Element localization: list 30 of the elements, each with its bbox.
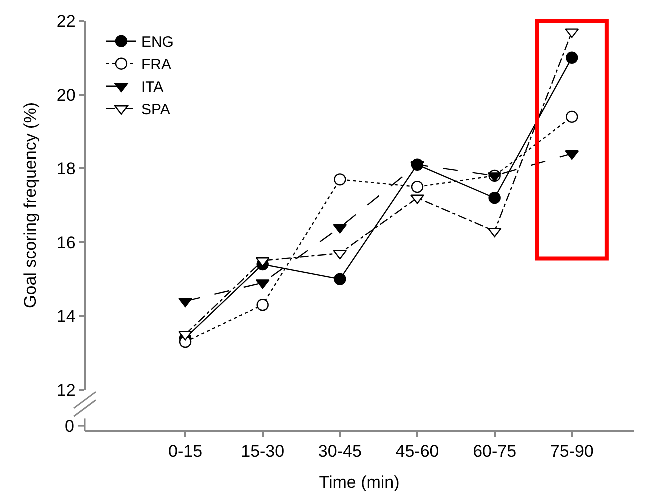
x-axis-title: Time (min) bbox=[319, 473, 400, 492]
point bbox=[566, 110, 578, 124]
x-tick-label: 60-75 bbox=[473, 442, 517, 462]
point bbox=[178, 331, 192, 341]
legend-label: SPA bbox=[141, 102, 170, 119]
point bbox=[334, 273, 346, 286]
point bbox=[566, 52, 578, 64]
point bbox=[411, 180, 424, 194]
text: 0 bbox=[65, 417, 74, 436]
point bbox=[256, 299, 269, 312]
x-tick-label: 15-30 bbox=[241, 442, 285, 462]
y-tick-label: 18 bbox=[56, 160, 76, 179]
point bbox=[488, 192, 501, 204]
legend-label: FRA bbox=[141, 56, 172, 74]
x-tick-label: 0-15 bbox=[168, 442, 203, 462]
x-tick-label: 30-45 bbox=[318, 442, 362, 462]
point bbox=[410, 194, 424, 204]
y-tick-label: 14 bbox=[56, 307, 76, 326]
y-axis-title: Goal scoring frequency (%) bbox=[20, 102, 40, 308]
legend-label: ITA bbox=[141, 79, 164, 96]
point bbox=[334, 174, 346, 186]
legend-label: ENG bbox=[141, 34, 174, 52]
y-tick-label: 20 bbox=[56, 86, 76, 105]
x-tick-label: 45-60 bbox=[396, 442, 440, 462]
x-tick-label: 75-90 bbox=[550, 442, 594, 462]
point bbox=[410, 162, 424, 172]
y-tick-label: 12 bbox=[56, 380, 76, 400]
point bbox=[178, 298, 192, 308]
y-tick-label: 22 bbox=[56, 12, 76, 31]
y-tick-label: 16 bbox=[56, 233, 76, 252]
